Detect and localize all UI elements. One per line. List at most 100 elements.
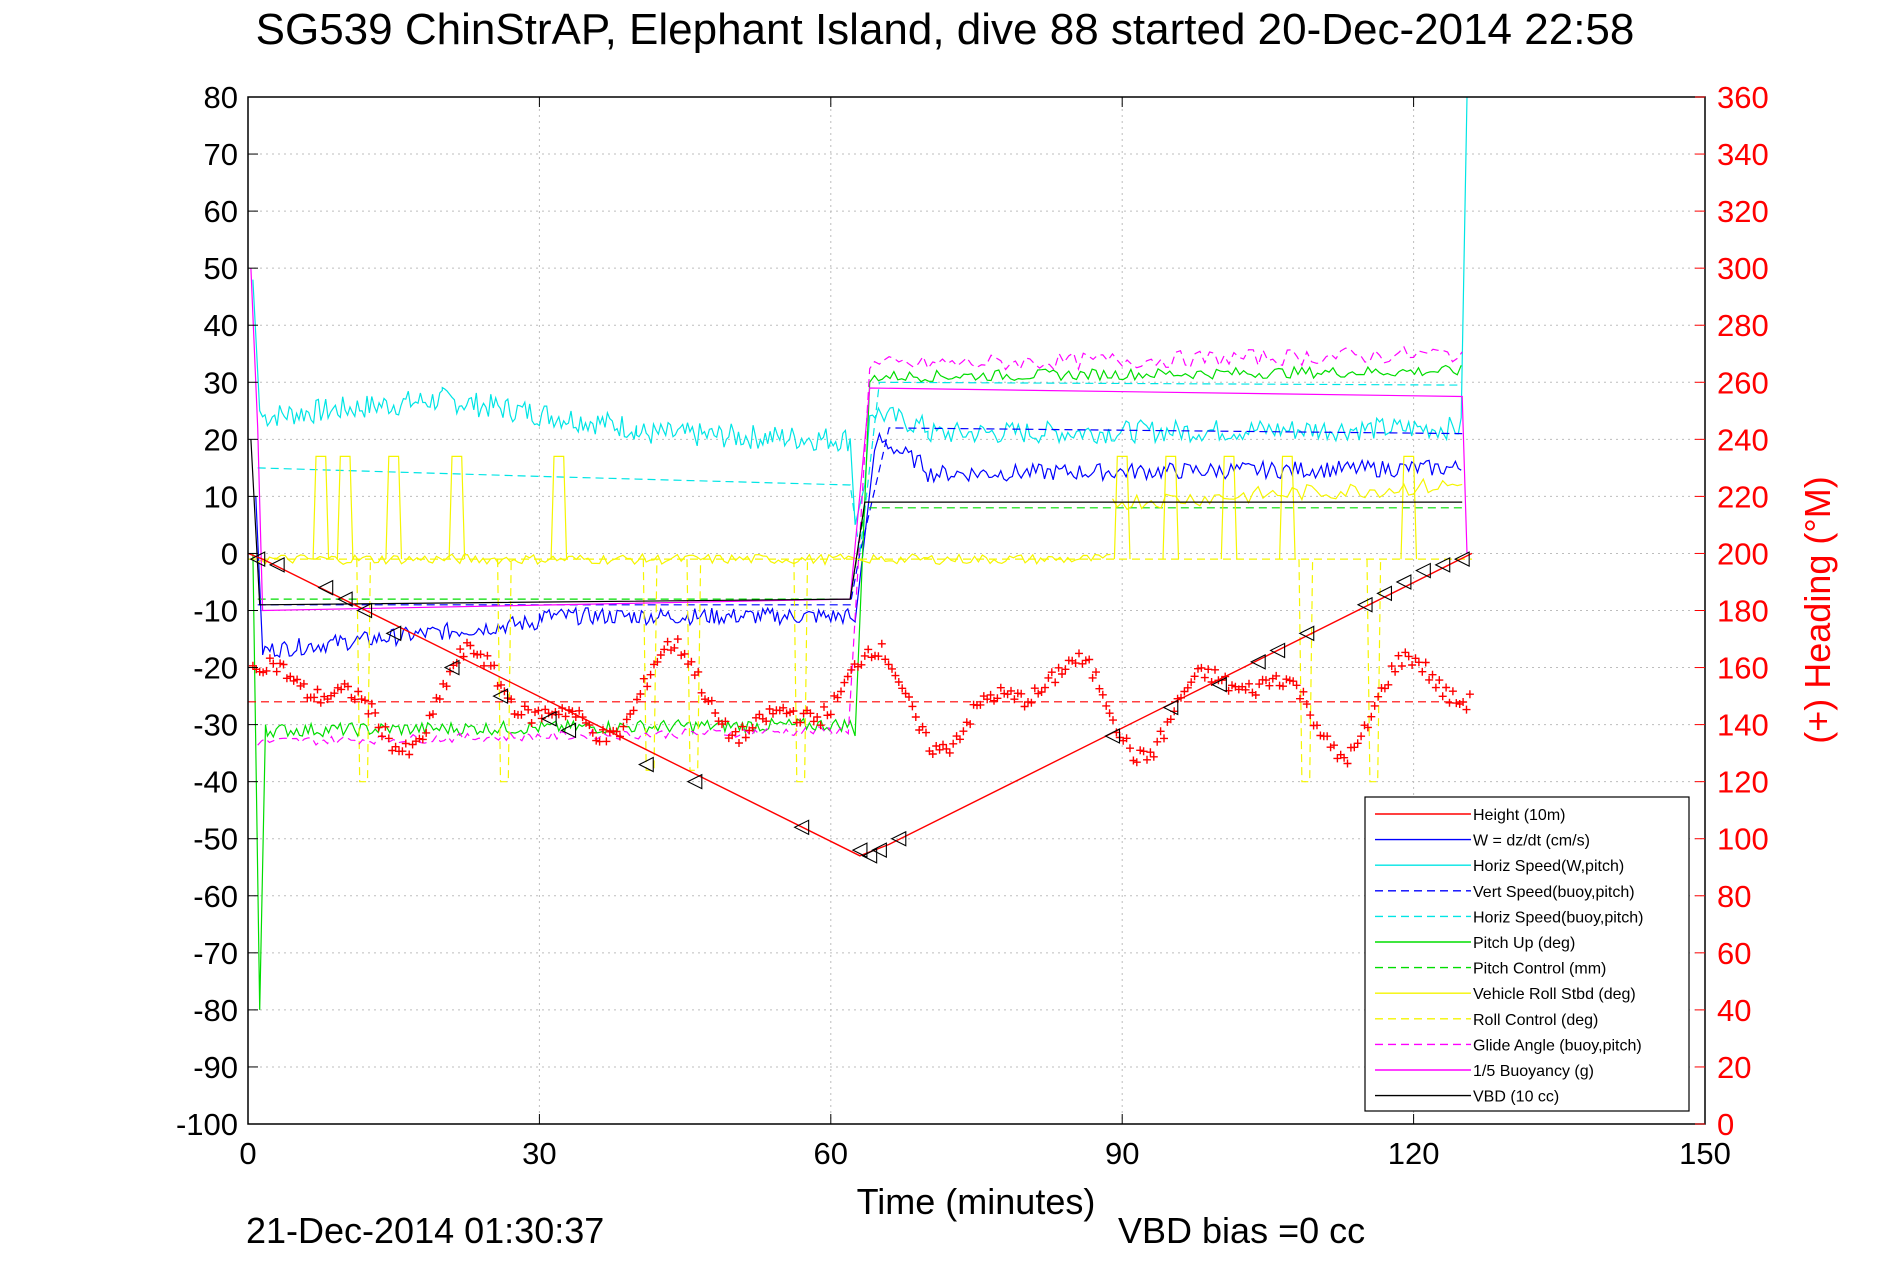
height-marker — [268, 556, 285, 573]
right-tick-label: 360 — [1717, 80, 1769, 115]
right-tick-label: 40 — [1717, 993, 1751, 1028]
height-marker — [1434, 556, 1451, 573]
y-tick-label: -90 — [193, 1050, 238, 1085]
height-markers — [249, 551, 1470, 864]
roll-spike — [1162, 455, 1180, 560]
footer-timestamp: 21-Dec-2014 01:30:37 — [246, 1210, 604, 1251]
right-tick-label: 260 — [1717, 365, 1769, 400]
right-tick-label: 20 — [1717, 1050, 1751, 1085]
height-marker — [890, 830, 907, 847]
legend-box — [1364, 796, 1690, 1112]
right-tick-label: 80 — [1717, 879, 1751, 914]
right-tick-label: 160 — [1717, 651, 1769, 686]
y-tick-label: 10 — [204, 479, 238, 514]
height-marker — [492, 688, 509, 704]
roll-spike — [336, 455, 354, 560]
roll-spike — [312, 455, 330, 560]
vbd — [250, 439, 1463, 606]
height-marker — [1453, 551, 1470, 568]
right-tick-label: 300 — [1717, 251, 1769, 286]
right-axis-ticks: 3603403203002802602402202001801601401201… — [1695, 80, 1769, 1142]
height-marker — [1356, 596, 1373, 613]
height-marker — [560, 722, 577, 739]
height-marker — [540, 711, 557, 727]
roll-spike — [1113, 455, 1131, 560]
y-tick-label: 60 — [204, 194, 238, 229]
right-tick-label: 320 — [1717, 194, 1769, 229]
x-tick-label: 120 — [1388, 1136, 1440, 1171]
x-tick-label: 60 — [814, 1136, 848, 1171]
vehicle-roll-stbd — [1111, 477, 1463, 511]
height-marker — [1415, 562, 1431, 579]
pitch-up — [252, 364, 1462, 1010]
legend-entry: W = dz/dt (cm/s) — [1473, 833, 1590, 850]
x-axis-label: Time (minutes) — [857, 1181, 1096, 1222]
height-marker — [1395, 574, 1412, 590]
legend-entry: Horiz Speed(buoy,pitch) — [1473, 909, 1643, 926]
y-tick-label: -30 — [193, 708, 238, 743]
y-tick-label: -80 — [193, 993, 238, 1028]
glide-angle — [257, 345, 1463, 746]
x-axis-ticks: 0 30 60 90 120 150 — [239, 97, 1731, 1171]
y-tick-label: -70 — [193, 936, 238, 971]
roll-control-spike — [793, 559, 809, 783]
y-tick-label: -60 — [193, 879, 238, 914]
roll-spike — [385, 455, 403, 560]
height-marker — [638, 756, 654, 773]
chart-title: SG539 ChinStrAP, Elephant Island, dive 8… — [256, 5, 1635, 54]
right-tick-label: 140 — [1717, 708, 1769, 743]
legend-entry: Horiz Speed(W,pitch) — [1473, 858, 1624, 875]
legend-entry: VBD (10 cc) — [1473, 1089, 1559, 1106]
legend-entry: Vert Speed(buoy,pitch) — [1473, 884, 1635, 901]
height-marker — [793, 819, 810, 836]
roll-spike — [550, 455, 568, 560]
legend: Height (10m) W = dz/dt (cm/s) Horiz Speed(… — [1364, 796, 1690, 1112]
height-marker — [1104, 728, 1121, 744]
legend-entry: Vehicle Roll Stbd (deg) — [1473, 986, 1636, 1003]
y-tick-label: -10 — [193, 594, 238, 629]
y-tick-label: 50 — [204, 251, 238, 286]
right-axis-label: (+) Heading (°M) — [1797, 476, 1838, 743]
legend-entry: Glide Angle (buoy,pitch) — [1473, 1037, 1642, 1054]
height-marker — [356, 602, 373, 619]
right-tick-label: 200 — [1717, 536, 1769, 571]
left-axis-ticks: 80 70 60 50 40 30 20 10 0 -10 -20 -30 -40 -50 -60 -70 -8… — [176, 80, 258, 1142]
right-tick-label: 240 — [1717, 422, 1769, 457]
horiz-speed-buoy-pitch — [257, 381, 1463, 554]
x-tick-label: 90 — [1105, 1136, 1139, 1171]
y-tick-label: 40 — [204, 308, 238, 343]
height-marker — [249, 551, 266, 568]
height-marker — [443, 659, 460, 676]
height-marker — [385, 625, 402, 642]
roll-spike — [1220, 455, 1238, 560]
height-marker — [1162, 699, 1179, 716]
w-dzdt — [255, 431, 1462, 659]
x-tick-label: 150 — [1679, 1136, 1731, 1171]
height-marker — [686, 773, 703, 790]
roll-spike — [1279, 455, 1296, 560]
height-marker — [861, 847, 878, 864]
roll-spike — [448, 455, 466, 560]
right-tick-label: 0 — [1717, 1107, 1734, 1142]
y-tick-label: 20 — [204, 422, 238, 457]
height-marker — [1269, 642, 1286, 659]
y-tick-label: -50 — [193, 822, 238, 857]
y-tick-label: 0 — [221, 536, 238, 571]
y-tick-label: -20 — [193, 651, 238, 686]
height-marker — [1211, 676, 1227, 693]
legend-entry: Roll Control (deg) — [1473, 1012, 1598, 1029]
y-tick-label: -100 — [176, 1107, 238, 1142]
height — [247, 552, 1473, 857]
roll-control-spike — [1366, 559, 1382, 783]
y-tick-label: -40 — [193, 765, 238, 800]
right-tick-label: 180 — [1717, 594, 1769, 629]
x-tick-label: 0 — [239, 1136, 256, 1171]
height-marker — [336, 591, 353, 607]
y-tick-label: 80 — [204, 80, 238, 115]
right-tick-label: 120 — [1717, 765, 1769, 800]
footer-vbd-bias: VBD bias =0 cc — [1118, 1210, 1365, 1251]
legend-entry: Height (10m) — [1473, 807, 1565, 824]
x-tick-label: 30 — [522, 1136, 556, 1171]
vert-speed-buoy-pitch — [257, 427, 1463, 606]
